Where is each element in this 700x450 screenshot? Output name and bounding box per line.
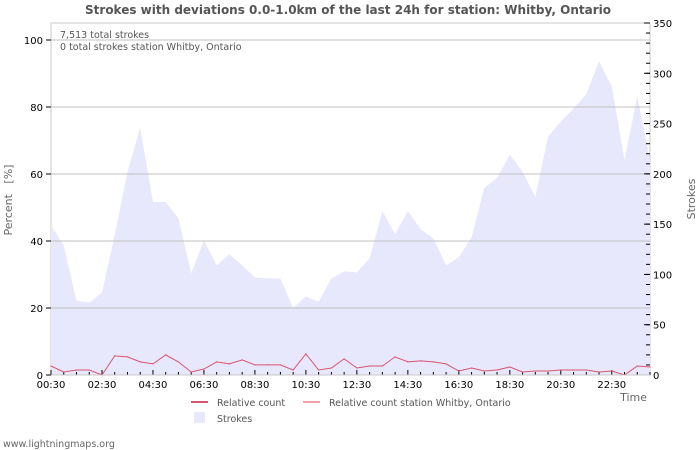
x-tick-label: 10:30 xyxy=(291,380,320,391)
relative-count-point xyxy=(471,367,473,369)
y-left-tick-label: 60 xyxy=(30,170,43,181)
relative-count-point xyxy=(216,361,218,363)
footer-watermark: www.lightningmaps.org xyxy=(3,439,115,450)
relative-count-point xyxy=(585,369,587,371)
y-right-tick-label: 100 xyxy=(653,270,672,281)
relative-count-point xyxy=(445,363,447,365)
y-left-tick-label: 20 xyxy=(30,304,43,315)
y-right-tick-label: 0 xyxy=(653,371,659,382)
x-tick-label: 16:30 xyxy=(444,380,473,391)
relative-count-point xyxy=(63,371,65,373)
relative-count-point xyxy=(611,370,613,372)
annotation-total-strokes: 7,513 total strokes xyxy=(60,30,149,41)
relative-count-point xyxy=(598,371,600,373)
y-left-tick-label: 0 xyxy=(37,371,43,382)
legend-label-strokes: Strokes xyxy=(217,414,252,425)
y-right-tick-label: 300 xyxy=(653,69,672,80)
y-right-tick-label: 50 xyxy=(653,321,666,332)
relative-count-point xyxy=(114,355,116,357)
relative-count-point xyxy=(356,367,358,369)
relative-count-point xyxy=(126,356,129,358)
x-tick-label: 20:30 xyxy=(546,380,575,391)
relative-count-point xyxy=(267,364,269,366)
relative-count-point xyxy=(572,369,575,371)
y-axis-left-title: Percent [%] xyxy=(2,165,15,236)
relative-count-point xyxy=(279,364,281,366)
x-axis-title: Time xyxy=(619,391,647,404)
relative-count-point xyxy=(420,360,422,362)
y-right-tick-label: 200 xyxy=(653,170,672,181)
x-tick-label: 12:30 xyxy=(342,380,371,391)
relative-count-point xyxy=(203,368,205,370)
y-right-tick-label: 250 xyxy=(653,120,672,131)
legend-label-relative-count: Relative count xyxy=(217,398,285,409)
chart-title: Strokes with deviations 0.0-1.0km of the… xyxy=(85,3,611,17)
legend: Relative count Relative count station Wh… xyxy=(191,398,511,425)
y-left-tick-label: 40 xyxy=(30,237,43,248)
relative-count-point xyxy=(190,371,192,373)
relative-count-point xyxy=(522,371,524,373)
x-tick-label: 22:30 xyxy=(597,380,626,391)
relative-count-point xyxy=(534,370,536,372)
relative-count-point xyxy=(394,356,396,358)
relative-count-point xyxy=(165,354,167,356)
y-left-tick-label: 80 xyxy=(30,103,43,114)
relative-count-point xyxy=(318,369,320,371)
annotation-station-strokes: 0 total strokes station Whitby, Ontario xyxy=(60,42,242,53)
relative-count-point xyxy=(241,359,243,361)
strokes-area xyxy=(51,61,650,375)
relative-count-point xyxy=(496,369,498,371)
relative-count-point xyxy=(636,365,638,367)
relative-count-line xyxy=(50,353,651,376)
y-right-tick-label: 350 xyxy=(653,19,672,30)
x-tick-label: 06:30 xyxy=(190,380,219,391)
y-axis-right-title: Strokes xyxy=(685,178,698,219)
legend-label-relative-count-station: Relative count station Whitby, Ontario xyxy=(329,398,511,409)
x-tick-label: 18:30 xyxy=(495,380,524,391)
relative-count-point xyxy=(458,370,460,372)
relative-count-point xyxy=(369,365,371,367)
relative-count-point xyxy=(88,369,90,371)
x-tick-label: 14:30 xyxy=(393,380,422,391)
x-tick-label: 04:30 xyxy=(139,380,168,391)
relative-count-point xyxy=(509,366,511,368)
x-tick-label: 02:30 xyxy=(88,380,117,391)
legend-swatch-strokes xyxy=(194,412,205,423)
x-tick-label: 08:30 xyxy=(241,380,270,391)
relative-count-point xyxy=(305,353,307,355)
relative-count-point xyxy=(75,369,78,371)
relative-count-point xyxy=(483,370,485,372)
relative-count-point xyxy=(177,361,179,363)
y-right-tick-label: 150 xyxy=(653,220,672,231)
legend-item-relative-count-station[interactable]: Relative count station Whitby, Ontario xyxy=(303,398,511,409)
relative-count-point xyxy=(50,365,52,367)
relative-count-point xyxy=(560,369,562,371)
relative-count-point xyxy=(152,363,154,365)
relative-count-point xyxy=(649,366,651,368)
plot-area: 0 20 40 60 80 100 0 50 100 150 200 250 300 350 00:30 02… xyxy=(24,19,672,391)
relative-count-point xyxy=(432,361,434,363)
legend-item-strokes[interactable]: Strokes xyxy=(194,412,252,425)
relative-count-point xyxy=(330,367,332,369)
relative-count-point xyxy=(343,358,345,360)
relative-count-point xyxy=(292,369,294,371)
y-left-tick-label: 100 xyxy=(24,36,43,47)
relative-count-point xyxy=(381,365,383,367)
relative-count-point xyxy=(407,361,409,363)
relative-count-point xyxy=(254,364,256,366)
x-tick-label: 00:30 xyxy=(37,380,66,391)
legend-item-relative-count[interactable]: Relative count xyxy=(191,398,285,409)
relative-count-point xyxy=(547,370,549,372)
relative-count-point xyxy=(139,361,141,363)
relative-count-point xyxy=(228,363,230,365)
